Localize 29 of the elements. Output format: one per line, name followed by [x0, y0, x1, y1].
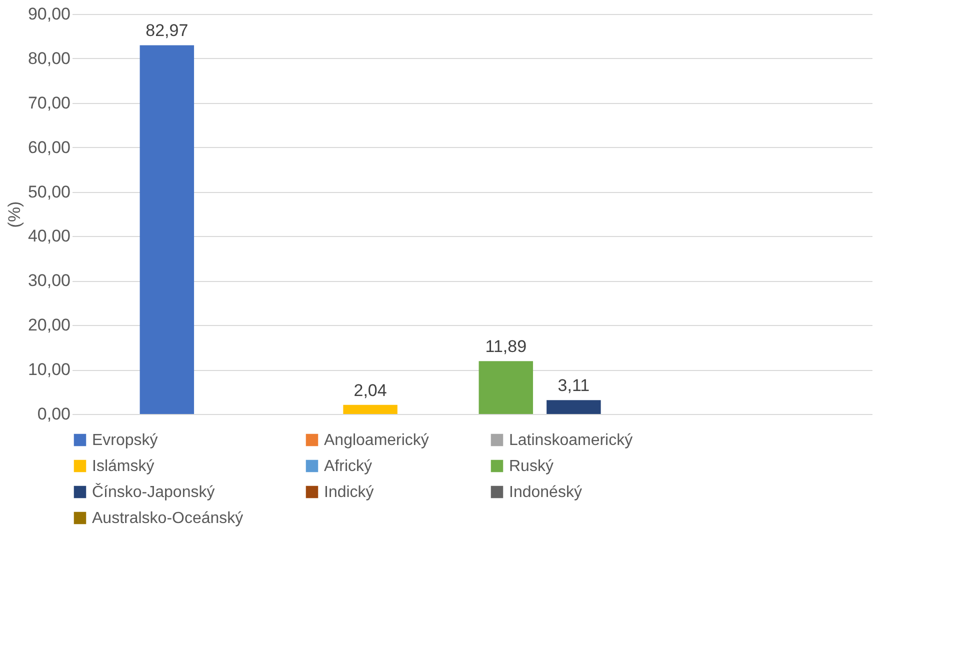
- y-tick-label: 20,00: [28, 316, 70, 335]
- bar: [546, 400, 601, 414]
- bar: [343, 404, 398, 414]
- data-label: 2,04: [354, 380, 387, 400]
- y-tick-label: 0,00: [37, 404, 70, 424]
- data-label: 82,97: [146, 21, 188, 40]
- legend-label: Indonéský: [509, 484, 582, 501]
- legend-label: Africký: [324, 458, 372, 475]
- y-tick-label: 90,00: [28, 4, 70, 24]
- y-tick-label: 40,00: [28, 226, 70, 246]
- legend-label: Angloamerický: [324, 432, 429, 449]
- y-axis-title: (%): [4, 201, 24, 228]
- legend-label: Evropský: [92, 432, 158, 449]
- data-label: 11,89: [485, 337, 527, 356]
- legend-label: Čínsko-Japonský: [92, 483, 215, 501]
- legend-label: Latinskoamerický: [509, 432, 633, 449]
- y-tick-label: 10,00: [28, 360, 70, 380]
- y-tick-label: 70,00: [28, 93, 70, 112]
- legend-label: Islámský: [92, 458, 154, 475]
- y-tick-label: 60,00: [28, 138, 70, 157]
- y-tick-label: 30,00: [28, 271, 70, 290]
- data-label: 3,11: [558, 376, 590, 396]
- legend-label: Indický: [324, 484, 374, 501]
- legend-label: Ruský: [509, 458, 554, 475]
- y-tick-label: 50,00: [28, 182, 70, 202]
- legend-label: Australsko-Oceánský: [92, 510, 244, 527]
- bar: [478, 361, 534, 414]
- bar: [140, 45, 194, 414]
- y-tick-label: 80,00: [28, 48, 70, 68]
